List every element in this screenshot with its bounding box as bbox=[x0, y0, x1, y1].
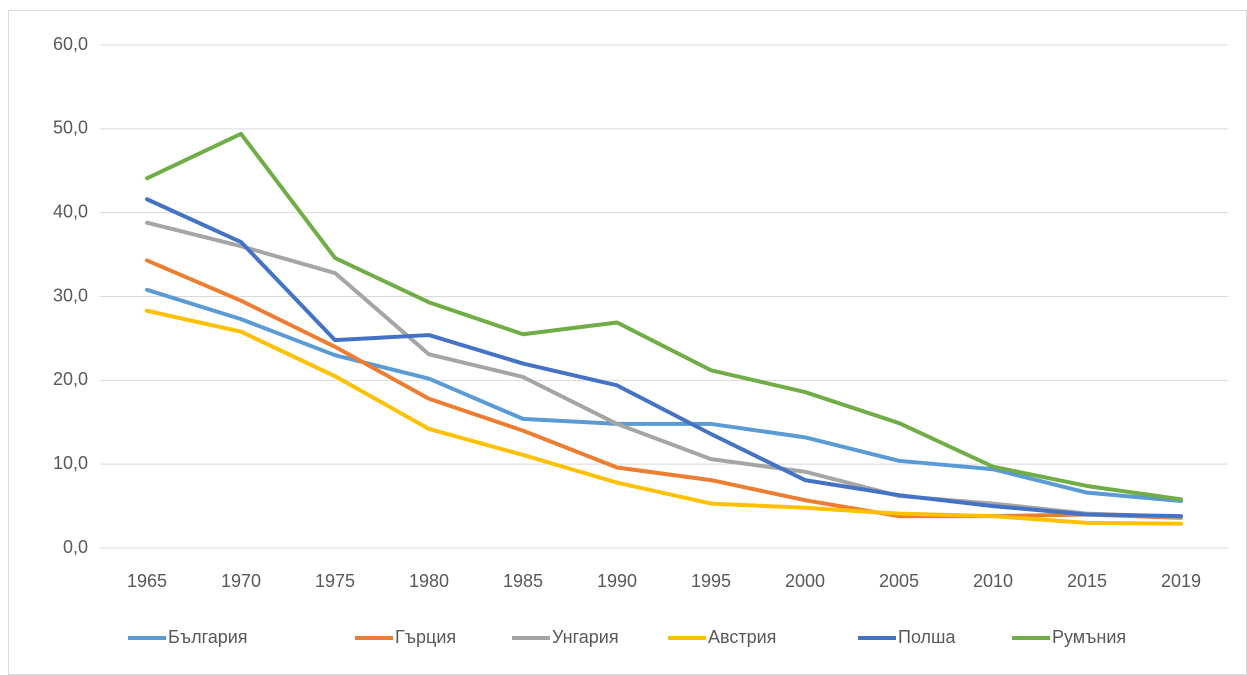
series-line bbox=[145, 220, 1183, 519]
x-tick-label: 1990 bbox=[597, 571, 637, 591]
series-line bbox=[145, 197, 1183, 519]
legend-label: Унгария bbox=[552, 627, 619, 647]
legend-label: Полша bbox=[898, 627, 956, 647]
y-tick-label: 60,0 bbox=[53, 34, 88, 54]
x-tick-label: 2010 bbox=[973, 571, 1013, 591]
x-tick-label: 1980 bbox=[409, 571, 449, 591]
chart-frame bbox=[8, 10, 1247, 675]
legend-label: Румъния bbox=[1052, 627, 1126, 647]
x-tick-label: 1985 bbox=[503, 571, 543, 591]
y-tick-label: 40,0 bbox=[53, 201, 88, 221]
y-tick-label: 10,0 bbox=[53, 453, 88, 473]
x-tick-label: 1970 bbox=[221, 571, 261, 591]
y-tick-label: 0,0 bbox=[63, 537, 88, 557]
y-tick-label: 50,0 bbox=[53, 118, 88, 138]
y-tick-label: 30,0 bbox=[53, 285, 88, 305]
x-tick-label: 2019 bbox=[1161, 571, 1201, 591]
x-tick-label: 1965 bbox=[127, 571, 167, 591]
legend-label: Гърция bbox=[395, 627, 456, 647]
y-tick-label: 20,0 bbox=[53, 369, 88, 389]
x-tick-label: 2000 bbox=[785, 571, 825, 591]
x-tick-label: 1995 bbox=[691, 571, 731, 591]
series-line bbox=[145, 131, 1183, 502]
x-tick-label: 2005 bbox=[879, 571, 919, 591]
series-line bbox=[145, 308, 1183, 526]
legend-label: Австрия bbox=[708, 627, 776, 647]
legend-label: България bbox=[168, 627, 248, 647]
x-tick-label: 2015 bbox=[1067, 571, 1107, 591]
x-tick-label: 1975 bbox=[315, 571, 355, 591]
series-line bbox=[145, 287, 1183, 504]
